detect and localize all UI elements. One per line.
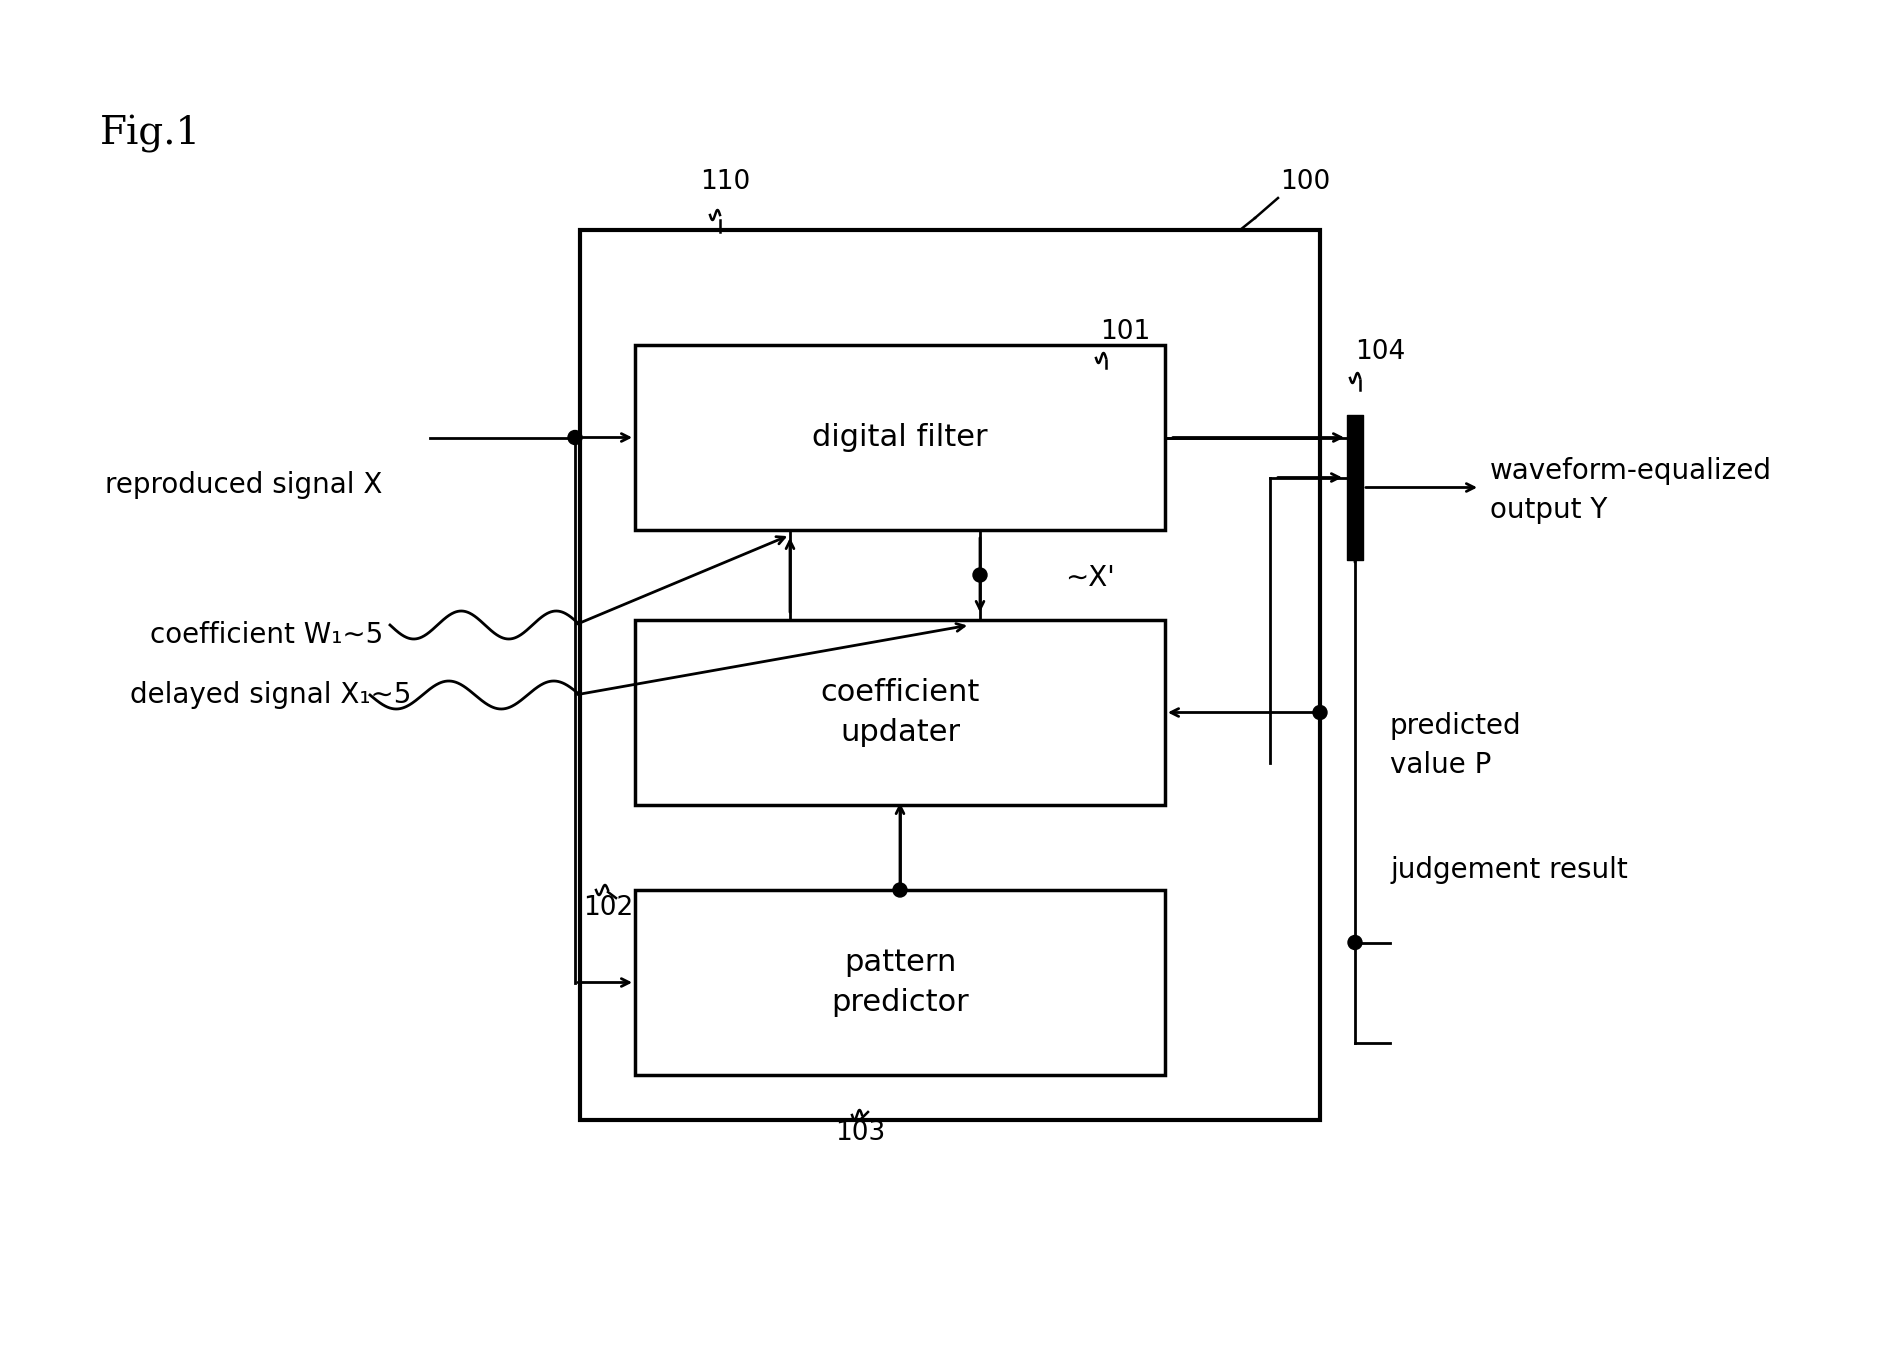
Text: coefficient
updater: coefficient updater xyxy=(821,678,981,748)
Bar xyxy=(581,230,1319,1120)
Circle shape xyxy=(893,883,906,897)
Bar xyxy=(636,621,1165,805)
Text: 100: 100 xyxy=(1279,170,1331,195)
Text: pattern
predictor: pattern predictor xyxy=(832,947,969,1017)
Text: 102: 102 xyxy=(583,895,634,921)
Text: coefficient W₁∼5: coefficient W₁∼5 xyxy=(150,621,383,649)
Text: judgement result: judgement result xyxy=(1390,856,1628,884)
Circle shape xyxy=(567,431,583,444)
Circle shape xyxy=(1314,705,1327,719)
Text: 110: 110 xyxy=(701,170,750,195)
Bar xyxy=(636,344,1165,530)
Text: reproduced signal X: reproduced signal X xyxy=(105,472,383,499)
Text: digital filter: digital filter xyxy=(813,422,988,452)
Bar xyxy=(636,890,1165,1074)
Text: delayed signal X₁∼5: delayed signal X₁∼5 xyxy=(129,681,411,709)
Text: waveform-equalized
output Y: waveform-equalized output Y xyxy=(1491,457,1773,524)
Text: 101: 101 xyxy=(1101,319,1150,344)
Text: predicted
value P: predicted value P xyxy=(1390,711,1521,778)
Circle shape xyxy=(1348,935,1361,950)
Text: 104: 104 xyxy=(1356,339,1405,365)
Text: Fig.1: Fig.1 xyxy=(101,115,202,153)
Text: 103: 103 xyxy=(834,1120,885,1146)
Text: ∼X': ∼X' xyxy=(1064,565,1114,592)
Circle shape xyxy=(973,569,986,582)
